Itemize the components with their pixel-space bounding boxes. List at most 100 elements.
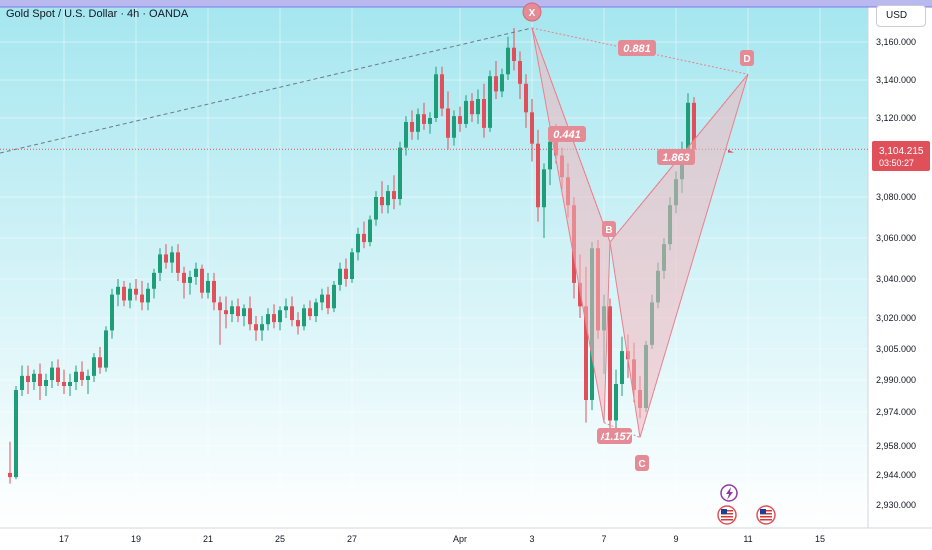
time-tick-label: 17 xyxy=(59,534,69,544)
events-row xyxy=(717,484,776,525)
ratio-label-xb-text: 0.441 xyxy=(553,129,581,141)
candle-body xyxy=(128,288,132,301)
ac-line xyxy=(603,422,641,438)
ratio-label-xd: 0.881 xyxy=(618,40,656,56)
candle-body xyxy=(224,310,228,315)
candle-body xyxy=(536,143,540,208)
candle-body xyxy=(278,310,282,323)
candle-body xyxy=(512,47,516,61)
candle-body xyxy=(152,272,156,289)
price-tick-label: 2,958.000 xyxy=(876,441,916,451)
price-tag-price: 3,104.215 xyxy=(879,146,924,157)
candle-body xyxy=(182,272,186,283)
flag-stripe xyxy=(721,516,733,518)
time-tick-label: 9 xyxy=(673,534,678,544)
candle-body xyxy=(8,472,12,478)
last-bar-marker xyxy=(728,149,734,153)
price-tick-label: 3,080.000 xyxy=(876,192,916,202)
flag-stripe xyxy=(721,519,733,521)
candle-body xyxy=(332,284,336,309)
candle-body xyxy=(542,169,546,208)
point-label-b-box xyxy=(602,221,616,237)
candle-body xyxy=(68,382,72,386)
price-axis: 3,160.000 3,140.000 3,120.000 3,080.000 3,06… xyxy=(876,37,916,510)
ratio-label-bd-text: 1.863 xyxy=(662,152,690,164)
candle-body xyxy=(368,219,372,243)
flag-canton xyxy=(760,509,766,514)
candle-body xyxy=(374,197,378,220)
ratio-label-ac: 1.157 xyxy=(604,428,633,444)
point-label-c-box xyxy=(635,455,649,471)
candle-body xyxy=(608,306,612,421)
candle-body xyxy=(98,357,102,368)
candle-body xyxy=(200,268,204,293)
time-tick-label: 21 xyxy=(203,534,213,544)
price-tag-countdown: 03:50:27 xyxy=(879,158,914,168)
point-x-badge xyxy=(522,2,542,22)
candle-body xyxy=(530,112,534,144)
candle-body xyxy=(386,191,390,206)
point-label-x: X xyxy=(522,2,542,22)
candle-body xyxy=(254,324,258,331)
ratio-label-xb-box xyxy=(548,126,586,142)
price-axis-background xyxy=(868,0,932,528)
ratio-label-xd-text: 0.881 xyxy=(623,43,651,55)
candle-body xyxy=(308,308,312,317)
dashed-trendline xyxy=(0,27,533,154)
candle-body xyxy=(392,191,396,200)
candle-body xyxy=(26,375,30,382)
candle-body xyxy=(86,375,90,380)
candle-body xyxy=(50,367,54,380)
price-tick-label: 3,160.000 xyxy=(876,37,916,47)
candle-body xyxy=(458,116,462,124)
candle-body xyxy=(110,294,114,331)
ratio-label-bd: 1.863 xyxy=(657,149,695,165)
point-label-b-text: B xyxy=(605,225,612,236)
candle-body xyxy=(584,306,588,400)
candle-body xyxy=(206,280,210,293)
candle-body xyxy=(356,233,360,253)
candle-body xyxy=(146,288,150,303)
symbol-title: Gold Spot / U.S. Dollar · 4h · OANDA xyxy=(6,8,189,20)
lightning-icon-bolt xyxy=(726,487,733,500)
candle-body xyxy=(20,375,24,390)
candle-body xyxy=(212,280,216,303)
candle-body xyxy=(296,320,300,327)
time-tick-label: 7 xyxy=(601,534,606,544)
candle-body xyxy=(464,100,468,124)
candle-body xyxy=(470,100,474,115)
price-tag-box xyxy=(872,141,930,171)
price-tick-label: 2,990.000 xyxy=(876,375,916,385)
us-flag-icon xyxy=(717,505,737,525)
candle-body xyxy=(74,371,78,382)
candle-body xyxy=(92,357,96,376)
candle-body xyxy=(230,306,234,315)
candle-body xyxy=(404,121,408,148)
candle-body xyxy=(62,382,66,386)
candle-body xyxy=(446,108,450,138)
candle-body xyxy=(518,61,522,84)
candle-body xyxy=(272,314,276,323)
flag-stripe xyxy=(760,516,772,518)
flag-ring xyxy=(756,505,776,525)
currency-selector[interactable]: USD xyxy=(876,5,926,27)
candle-body xyxy=(116,286,120,295)
candle-body xyxy=(686,102,690,150)
time-tick-label: 19 xyxy=(131,534,141,544)
candle-body xyxy=(410,121,414,132)
candle-body xyxy=(398,147,402,200)
top-highlight-band xyxy=(0,0,932,7)
price-tick-label: 3,140.000 xyxy=(876,75,916,85)
candle-body xyxy=(140,294,144,303)
candle-body xyxy=(38,373,42,386)
candle-body xyxy=(290,306,294,321)
candle-body xyxy=(524,83,528,113)
time-axis-background xyxy=(0,528,932,550)
candle-body xyxy=(188,276,192,283)
current-price-tag: 3,104.215 03:50:27 xyxy=(872,141,930,171)
candle-body xyxy=(302,308,306,327)
candle-body xyxy=(482,99,486,128)
